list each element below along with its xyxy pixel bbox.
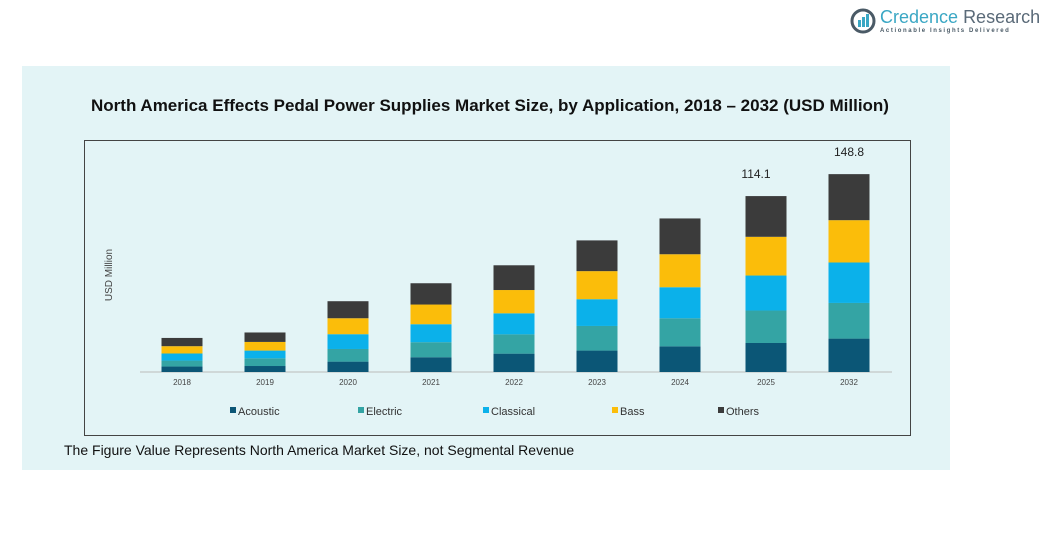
data-label: 114.1 <box>741 167 770 181</box>
bar-bass-2025 <box>745 236 787 276</box>
bar-classical-2023 <box>576 299 618 326</box>
bar-acoustic-2023 <box>576 350 618 372</box>
bar-others-2020 <box>327 301 369 319</box>
bar-others-2021 <box>410 283 452 305</box>
bar-acoustic-2022 <box>493 353 535 372</box>
bar-electric-2025 <box>745 310 787 343</box>
plot-area <box>84 140 911 436</box>
legend-swatch-others <box>718 407 724 413</box>
x-tick-label: 2021 <box>422 378 440 387</box>
footnote: The Figure Value Represents North Americ… <box>64 442 575 458</box>
legend-label-bass: Bass <box>620 406 645 418</box>
bar-others-2025 <box>745 196 787 237</box>
x-tick-label: 2025 <box>757 378 775 387</box>
bar-classical-2018 <box>161 353 203 361</box>
legend-label-others: Others <box>726 406 760 418</box>
bar-electric-2018 <box>161 360 203 367</box>
legend-swatch-electric <box>358 407 364 413</box>
data-label: 148.8 <box>834 145 864 159</box>
x-tick-label: 2019 <box>256 378 274 387</box>
bar-electric-2023 <box>576 325 618 351</box>
bar-others-2019 <box>244 332 286 342</box>
brand-logo: Credence Research Actionable Insights De… <box>850 8 1040 34</box>
bar-bass-2032 <box>828 220 870 263</box>
y-axis-label: USD Million <box>104 249 115 301</box>
bar-classical-2025 <box>745 275 787 311</box>
x-tick-label: 2023 <box>588 378 606 387</box>
bar-classical-2021 <box>410 324 452 343</box>
logo-icon <box>850 8 876 34</box>
legend-swatch-bass <box>612 407 618 413</box>
brand-name-2: Research <box>963 7 1041 27</box>
legend-label-classical: Classical <box>491 406 535 418</box>
bar-acoustic-2020 <box>327 361 369 372</box>
chart-title: North America Effects Pedal Power Suppli… <box>91 96 889 115</box>
bar-acoustic-2025 <box>745 342 787 372</box>
x-tick-label: 2020 <box>339 378 357 387</box>
x-tick-label: 2018 <box>173 378 191 387</box>
bar-bass-2022 <box>493 290 535 314</box>
bar-acoustic-2021 <box>410 357 452 372</box>
bar-bass-2019 <box>244 341 286 351</box>
bar-others-2018 <box>161 337 203 347</box>
bar-electric-2022 <box>493 334 535 354</box>
bar-classical-2019 <box>244 350 286 359</box>
bar-acoustic-2018 <box>161 366 203 372</box>
bar-electric-2020 <box>327 348 369 362</box>
bar-bass-2024 <box>659 254 701 288</box>
legend-swatch-classical <box>483 407 489 413</box>
bar-electric-2021 <box>410 342 452 358</box>
legend-label-acoustic: Acoustic <box>238 406 280 418</box>
bar-electric-2024 <box>659 318 701 347</box>
brand-name: Credence <box>880 7 959 27</box>
x-tick-label: 2032 <box>840 378 858 387</box>
bar-others-2024 <box>659 218 701 255</box>
bar-bass-2020 <box>327 318 369 335</box>
bar-acoustic-2024 <box>659 346 701 372</box>
bar-bass-2018 <box>161 346 203 354</box>
x-tick-label: 2024 <box>671 378 689 387</box>
bar-electric-2019 <box>244 358 286 367</box>
bar-acoustic-2019 <box>244 366 286 372</box>
bar-bass-2023 <box>576 271 618 300</box>
bar-classical-2024 <box>659 287 701 319</box>
bar-acoustic-2032 <box>828 338 870 372</box>
legend-label-electric: Electric <box>366 406 403 418</box>
bar-classical-2022 <box>493 313 535 335</box>
legend-swatch-acoustic <box>230 407 236 413</box>
brand-tagline: Actionable Insights Delivered <box>880 28 1011 34</box>
chart-panel <box>22 66 950 470</box>
bar-bass-2021 <box>410 304 452 325</box>
bar-classical-2020 <box>327 334 369 349</box>
x-tick-label: 2022 <box>505 378 523 387</box>
bar-others-2023 <box>576 240 618 272</box>
bar-classical-2032 <box>828 262 870 303</box>
bar-others-2022 <box>493 265 535 291</box>
bar-others-2032 <box>828 174 870 221</box>
bar-electric-2032 <box>828 302 870 339</box>
